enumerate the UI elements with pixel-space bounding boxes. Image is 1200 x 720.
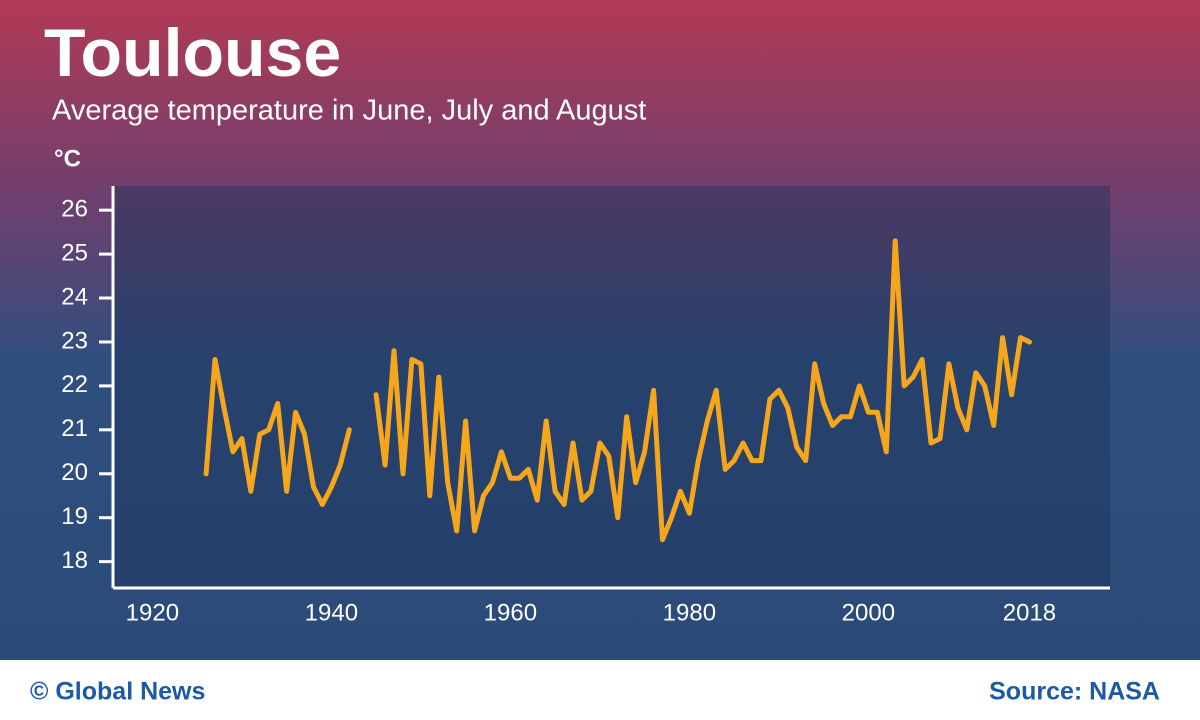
chart-subtitle: Average temperature in June, July and Au… — [52, 95, 646, 127]
y-tick-label: 21 — [61, 415, 88, 442]
y-tick-label: 18 — [61, 547, 88, 574]
y-tick-label: 20 — [61, 459, 88, 486]
background — [0, 0, 1200, 660]
credit: © Global News — [30, 678, 205, 706]
y-tick-label: 25 — [61, 239, 88, 266]
y-axis-label: °C — [54, 145, 81, 172]
y-tick-label: 19 — [61, 503, 88, 530]
x-tick-label: 2000 — [842, 599, 895, 626]
y-tick-label: 26 — [61, 196, 88, 223]
x-tick-label: 1920 — [126, 599, 179, 626]
source: Source: NASA — [989, 678, 1160, 706]
x-tick-label: 1940 — [305, 599, 358, 626]
y-tick-label: 23 — [61, 327, 88, 354]
chart-title: Toulouse — [44, 15, 341, 91]
footer — [0, 660, 1200, 720]
temperature-line — [203, 238, 1032, 543]
y-tick-label: 24 — [61, 283, 88, 310]
x-tick-label: 1960 — [484, 599, 537, 626]
y-tick-label: 22 — [61, 371, 88, 398]
plot-panel — [113, 186, 1110, 588]
x-tick-label: 2018 — [1003, 599, 1056, 626]
x-tick-label: 1980 — [663, 599, 716, 626]
